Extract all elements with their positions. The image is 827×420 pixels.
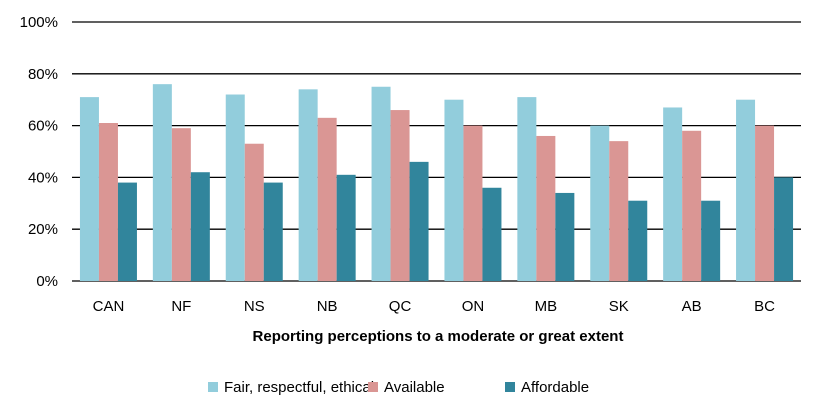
bar-ns-series-1	[244, 143, 264, 281]
y-tick-label: 60%	[28, 118, 58, 135]
legend-label: Available	[384, 379, 445, 396]
bar-on-series-2	[482, 187, 502, 281]
bar-mb-series-2	[555, 192, 575, 281]
bar-bc-series-1	[755, 125, 775, 281]
legend-swatch	[505, 382, 515, 392]
bar-qc-series-2	[409, 161, 429, 281]
bar-on-series-1	[463, 125, 483, 281]
x-tick-label: QC	[389, 298, 412, 315]
y-tick-label: 20%	[28, 221, 58, 238]
legend-label: Affordable	[521, 379, 589, 396]
bar-nb-series-2	[336, 174, 356, 281]
bar-mb-series-0	[517, 97, 537, 281]
legend-swatch	[368, 382, 378, 392]
bar-bc-series-2	[774, 177, 794, 281]
bar-nb-series-1	[317, 117, 337, 281]
bar-can-series-2	[117, 182, 137, 281]
bar-nf-series-1	[171, 128, 191, 281]
bar-sk-series-1	[609, 141, 629, 281]
x-tick-label: ON	[462, 298, 485, 315]
legend: Fair, respectful, ethical Available Afford…	[208, 379, 589, 396]
bar-qc-series-0	[371, 86, 391, 281]
bar-bc-series-0	[736, 99, 756, 281]
x-tick-label: NS	[244, 298, 265, 315]
bar-ab-series-0	[663, 107, 683, 281]
bar-mb-series-1	[536, 135, 556, 281]
x-tick-label: CAN	[93, 298, 125, 315]
bar-on-series-0	[444, 99, 464, 281]
x-tick-label: BC	[754, 298, 775, 315]
bar-sk-series-2	[628, 200, 648, 281]
bar-nf-series-2	[190, 172, 210, 281]
bars	[79, 84, 794, 282]
x-tick-label: AB	[682, 298, 702, 315]
x-tick-label: NF	[171, 298, 191, 315]
bar-qc-series-1	[390, 110, 410, 281]
y-tick-label: 100%	[20, 14, 58, 31]
bar-ab-series-1	[682, 130, 702, 281]
legend-swatch	[208, 382, 218, 392]
x-tick-label: MB	[535, 298, 558, 315]
y-tick-label: 40%	[28, 169, 58, 186]
bar-nb-series-0	[298, 89, 318, 281]
x-axis-label: Reporting perceptions to a moderate or g…	[253, 328, 624, 345]
bar-can-series-1	[98, 123, 118, 281]
x-axis-tick-labels: CAN NF NS NB QC ON MB SK AB BC	[93, 298, 776, 315]
y-axis-tick-labels: 0% 20% 40% 60% 80% 100%	[20, 14, 58, 290]
x-tick-label: SK	[609, 298, 629, 315]
bar-ns-series-2	[263, 182, 283, 281]
bar-can-series-0	[79, 97, 99, 281]
y-tick-label: 0%	[36, 273, 58, 290]
bar-ns-series-0	[225, 94, 245, 282]
x-tick-label: NB	[317, 298, 338, 315]
bar-ab-series-2	[701, 200, 721, 281]
bar-sk-series-0	[590, 125, 610, 281]
y-tick-label: 80%	[28, 66, 58, 83]
bar-nf-series-0	[152, 84, 172, 281]
legend-label: Fair, respectful, ethical	[224, 379, 374, 396]
